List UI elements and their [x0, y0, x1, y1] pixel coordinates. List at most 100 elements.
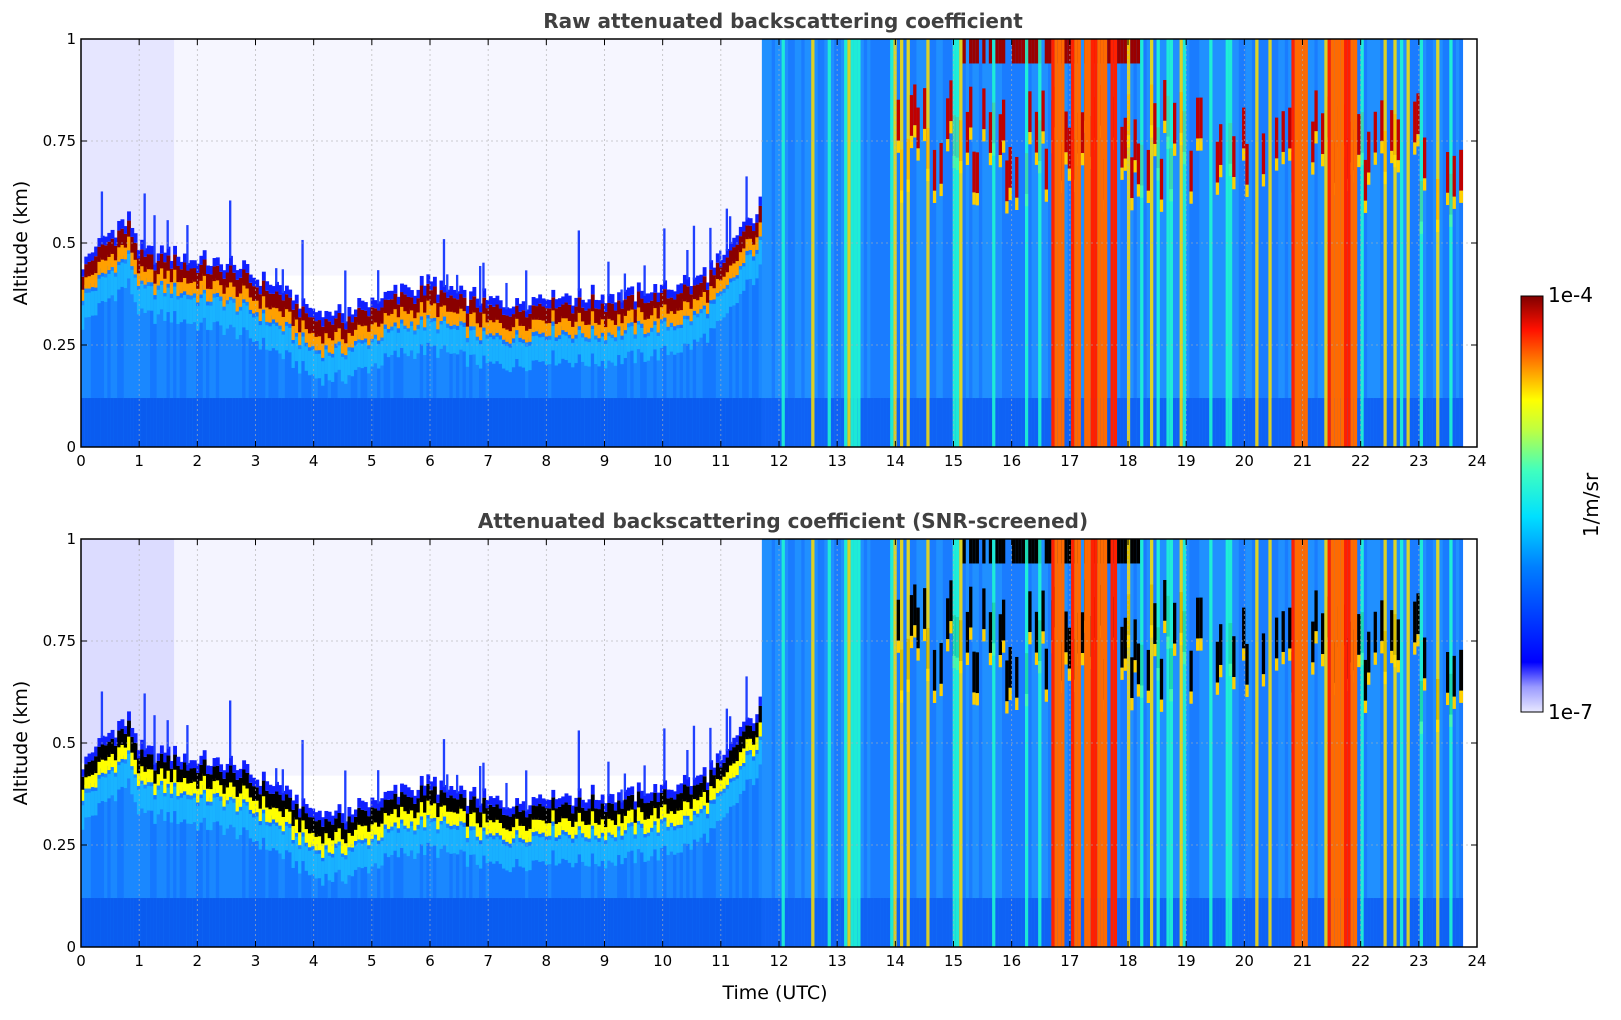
time-column [478, 265, 483, 447]
time-column [478, 765, 483, 947]
x-tick-label: 3 [251, 452, 261, 470]
time-column [1307, 539, 1312, 947]
time-column [600, 794, 605, 947]
time-column [1202, 539, 1207, 947]
time-column [173, 745, 177, 947]
time-column [1126, 39, 1131, 447]
time-column [413, 295, 418, 447]
time-column [663, 728, 668, 947]
panel-screened-title: Attenuated backscattering coefficient (S… [478, 509, 1088, 533]
x-tick-label: 8 [542, 952, 552, 970]
time-column [1278, 539, 1283, 947]
time-column [1373, 39, 1378, 447]
time-column [232, 764, 237, 947]
time-column [913, 539, 918, 947]
time-column [1344, 39, 1348, 447]
time-column [551, 789, 556, 947]
time-column [498, 800, 503, 947]
time-column [669, 289, 674, 447]
time-column [623, 273, 628, 447]
time-column [580, 299, 585, 447]
time-column [1156, 539, 1161, 947]
time-column [186, 225, 191, 447]
time-column [146, 745, 151, 947]
time-column [696, 275, 700, 447]
x-tick-label: 5 [367, 952, 377, 970]
time-column [886, 539, 891, 947]
time-column [123, 226, 128, 447]
time-column [498, 300, 503, 447]
time-column [630, 786, 635, 947]
time-column [689, 786, 694, 947]
time-column [607, 761, 612, 947]
time-column [735, 735, 740, 947]
time-column [307, 307, 312, 447]
time-column [725, 208, 730, 447]
time-column [946, 39, 950, 447]
time-column [317, 810, 322, 947]
time-column [396, 796, 401, 947]
time-column [705, 782, 710, 947]
time-column [692, 725, 697, 947]
time-column [281, 269, 286, 447]
time-column [679, 783, 684, 947]
time-column [903, 39, 908, 447]
time-column [515, 298, 520, 447]
time-column [94, 246, 99, 447]
time-column [475, 798, 480, 947]
time-column [748, 718, 753, 947]
time-column [597, 800, 602, 947]
time-column [742, 721, 747, 947]
time-column [462, 789, 467, 947]
time-column [449, 286, 454, 447]
x-tick-label: 17 [1060, 452, 1079, 470]
time-column [883, 539, 888, 947]
time-column [686, 249, 691, 447]
time-column [235, 770, 240, 947]
time-column [636, 782, 641, 947]
time-column [781, 39, 786, 447]
time-column [252, 277, 256, 447]
time-column [163, 252, 168, 447]
time-column [1103, 39, 1108, 447]
time-column [1232, 539, 1237, 947]
time-column [97, 238, 102, 447]
time-column [363, 802, 368, 947]
time-column [1442, 39, 1447, 447]
time-column [314, 312, 319, 447]
time-column [202, 750, 207, 947]
time-column [932, 39, 937, 447]
time-column [1041, 39, 1046, 447]
time-column [650, 292, 654, 447]
time-column [873, 539, 878, 947]
time-column [867, 39, 872, 447]
x-tick-label: 4 [309, 952, 319, 970]
time-column [728, 216, 733, 447]
time-column [1048, 39, 1052, 447]
time-column [1107, 539, 1112, 947]
time-column [1182, 39, 1187, 447]
time-column [432, 276, 437, 447]
time-column [709, 227, 714, 447]
colorbar-gradient [1520, 295, 1544, 713]
time-column [1163, 39, 1168, 447]
x-tick-label: 24 [1467, 452, 1486, 470]
time-column [603, 303, 608, 447]
time-column [758, 196, 763, 447]
time-column [952, 39, 957, 447]
time-column [1281, 39, 1286, 447]
time-column [1038, 539, 1043, 947]
time-column [1113, 39, 1118, 447]
x-tick-label: 1 [134, 452, 144, 470]
time-column [1436, 539, 1441, 947]
time-column [449, 786, 454, 947]
x-tick-label: 21 [1293, 452, 1312, 470]
time-column [442, 739, 447, 947]
time-column [817, 39, 822, 447]
time-column [1097, 39, 1102, 447]
time-column [127, 211, 131, 447]
time-column [1153, 539, 1158, 947]
time-column [1021, 539, 1026, 947]
time-column [255, 279, 260, 447]
time-column [360, 300, 365, 447]
